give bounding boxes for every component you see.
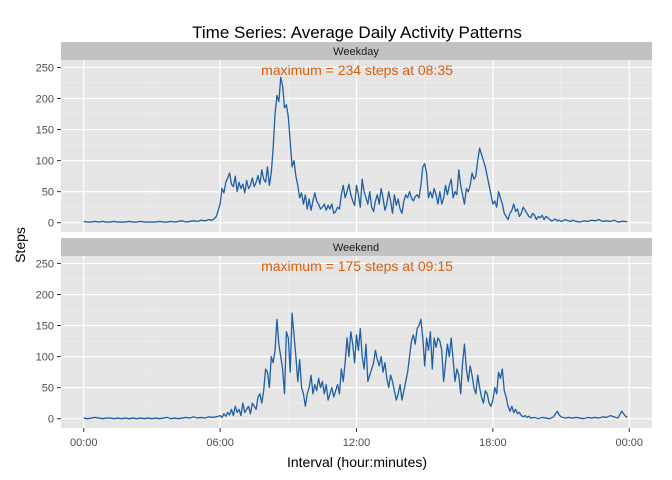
panel-weekday: Weekday 0 50 100 150 200 250 maximum = 234 st… — [36, 42, 652, 232]
x-axis-ticks: 00:00 06:00 12:00 18:00 00:00 — [70, 428, 643, 449]
x-tick-label: 12:00 — [343, 437, 371, 449]
max-annotation-weekend: maximum = 175 steps at 09:15 — [261, 258, 453, 274]
x-tick-label: 18:00 — [479, 437, 507, 449]
y-tick-label-weekday: 100 — [36, 156, 54, 168]
x-axis-label: Interval (hour:minutes) — [287, 454, 427, 470]
y-tick-label-weekday: 250 — [36, 62, 54, 74]
y-tick-label-weekday: 200 — [36, 93, 54, 105]
y-tick-label-weekday: 0 — [48, 218, 54, 230]
series-line-weekend — [83, 312, 628, 420]
y-tick-label-weekday: 150 — [36, 125, 54, 137]
strip-weekday — [61, 42, 652, 60]
panel-weekend: Weekend 0 50 100 150 200 250 maximum = 175 st… — [36, 238, 652, 428]
y-tick-label-weekday: 50 — [42, 187, 54, 199]
gridlines-weekday — [61, 60, 652, 232]
y-tick-label-weekend: 200 — [36, 289, 54, 301]
x-tick-label: 00:00 — [70, 437, 98, 449]
y-tick-label-weekend: 0 — [48, 414, 54, 426]
y-tick-label-weekend: 250 — [36, 258, 54, 270]
max-annotation-weekday: maximum = 234 steps at 08:35 — [261, 62, 453, 78]
x-tick-label: 06:00 — [206, 437, 234, 449]
strip-weekend — [61, 238, 652, 256]
y-tick-label-weekend: 50 — [42, 383, 54, 395]
series-line-weekday — [83, 76, 628, 223]
y-tick-label-weekend: 100 — [36, 352, 54, 364]
strip-label-weekday: Weekday — [333, 46, 379, 58]
strip-label-weekend: Weekend — [333, 242, 379, 254]
y-axis-label: Steps — [12, 227, 28, 263]
y-ticks-weekday: 0 50 100 150 200 250 — [36, 62, 61, 230]
y-tick-label-weekend: 150 — [36, 321, 54, 333]
x-tick-label: 00:00 — [616, 437, 644, 449]
y-ticks-weekend: 0 50 100 150 200 250 — [36, 258, 61, 426]
chart-title: Time Series: Average Daily Activity Patt… — [192, 23, 522, 42]
